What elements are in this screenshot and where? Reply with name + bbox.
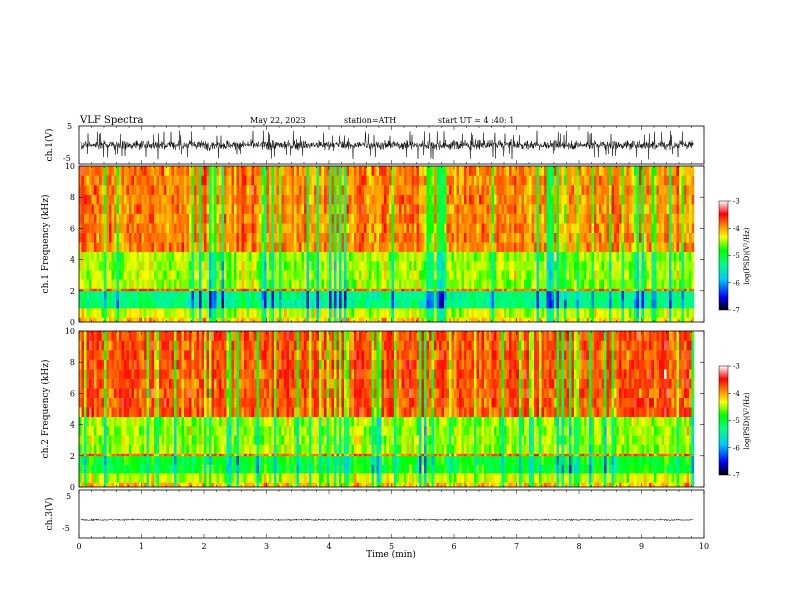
ch2-spectrogram-channel-label: ch.2 Frequency (kHz) xyxy=(40,360,51,459)
date-label: May 22, 2023 xyxy=(250,116,306,125)
colorbar-tick-label: -5 xyxy=(733,252,740,260)
ch2-spectrogram-panel: 0 2 4 6 8 10 ch.2 Frequency (kHz) -3 -4 -5 -6 -7 … xyxy=(40,327,751,492)
colorbar-tick-label: -5 xyxy=(733,417,740,425)
ch1-spectrogram-channel-label: ch.1 Frequency (kHz) xyxy=(40,195,51,294)
colorbar-tick-label: -4 xyxy=(733,225,740,233)
colorbar-tick-label: -3 xyxy=(733,198,740,206)
colorbar-tick-label: -4 xyxy=(733,390,740,398)
time-tick-label: 9 xyxy=(639,542,644,551)
freq-tick-label: 0 xyxy=(70,318,75,327)
ch3-ytick-top: 5 xyxy=(66,492,71,501)
time-tick-label: 10 xyxy=(699,542,709,551)
chart-title: VLF Spectra xyxy=(79,115,144,126)
ch3-ytick-bottom: -5 xyxy=(62,524,70,533)
freq-tick-label: 6 xyxy=(70,224,75,233)
start-time-label: start UT = 4 :40: 1 xyxy=(438,116,514,125)
time-tick-label: 8 xyxy=(576,542,581,551)
ch2-spectrogram-yticks: 0 2 4 6 8 10 xyxy=(65,327,705,492)
colorbar-tick-label: -6 xyxy=(733,279,740,287)
freq-tick-label: 4 xyxy=(70,256,75,265)
freq-tick-label: 2 xyxy=(70,452,75,461)
time-tick-label: 0 xyxy=(76,542,81,551)
ch1-waveform-line xyxy=(80,130,694,160)
freq-tick-label: 10 xyxy=(65,162,75,171)
ch2-colorbar: -3 -4 -5 -6 -7 log(PSD)(V²/Hz) xyxy=(718,363,751,480)
time-tick-label: 1 xyxy=(139,542,144,551)
colorbar-tick-label: -3 xyxy=(733,363,740,371)
ch1-ytick-bottom: -5 xyxy=(63,154,71,163)
ch1-colorbar: -3 -4 -5 -6 -7 log(PSD)(V²/Hz) xyxy=(718,198,751,315)
freq-tick-label: 2 xyxy=(70,287,75,296)
freq-tick-label: 8 xyxy=(70,193,75,202)
ch1-waveform-panel: 5 -5 ch.1(V) xyxy=(44,122,705,165)
ch2-colorbar-gradient xyxy=(718,365,729,476)
freq-tick-label: 4 xyxy=(70,421,75,430)
time-tick-label: 7 xyxy=(514,542,519,551)
colorbar-tick-label: -6 xyxy=(733,444,740,452)
ch2-colorbar-label: log(PSD)(V²/Hz) xyxy=(743,392,751,449)
freq-tick-label: 6 xyxy=(70,389,75,398)
time-tick-label: 4 xyxy=(326,542,331,551)
freq-tick-label: 8 xyxy=(70,358,75,367)
ch1-colorbar-gradient xyxy=(718,200,729,311)
ch3-waveform-line xyxy=(80,517,694,522)
ch3-ylabel: ch.3(V) xyxy=(44,498,55,531)
freq-tick-label: 0 xyxy=(70,483,75,492)
station-label: station=ATH xyxy=(344,116,396,125)
time-tick-label: 5 xyxy=(389,542,394,551)
time-tick-label: 2 xyxy=(201,542,206,551)
ch1-ylabel: ch.1(V) xyxy=(44,129,55,162)
ch1-colorbar-label: log(PSD)(V²/Hz) xyxy=(743,227,751,284)
ch3-waveform-frame xyxy=(78,489,705,539)
time-axis-label: Time (min) xyxy=(366,549,416,560)
time-tick-label: 6 xyxy=(451,542,456,551)
ch1-spectrogram-panel: 0 2 4 6 8 10 ch.1 Frequency (kHz) -3 -4 -5 -6 -7 … xyxy=(40,162,751,327)
freq-tick-label: 10 xyxy=(65,327,75,336)
time-tick-label: 3 xyxy=(264,542,269,551)
ch1-spectrogram-yticks: 0 2 4 6 8 10 xyxy=(65,162,705,327)
ch1-spectrogram-image xyxy=(79,166,695,323)
colorbar-tick-label: -7 xyxy=(733,307,740,315)
ch2-spectrogram-image xyxy=(79,331,695,488)
time-axis-ticks: 0 1 2 3 4 5 6 7 8 9 10 xyxy=(76,126,709,551)
colorbar-tick-label: -7 xyxy=(733,472,740,480)
ch1-ytick-top: 5 xyxy=(67,122,72,131)
ch3-waveform-panel: 5 -5 ch.3(V) 0 1 2 3 4 5 6 7 8 9 10 Time (min) xyxy=(44,126,709,560)
